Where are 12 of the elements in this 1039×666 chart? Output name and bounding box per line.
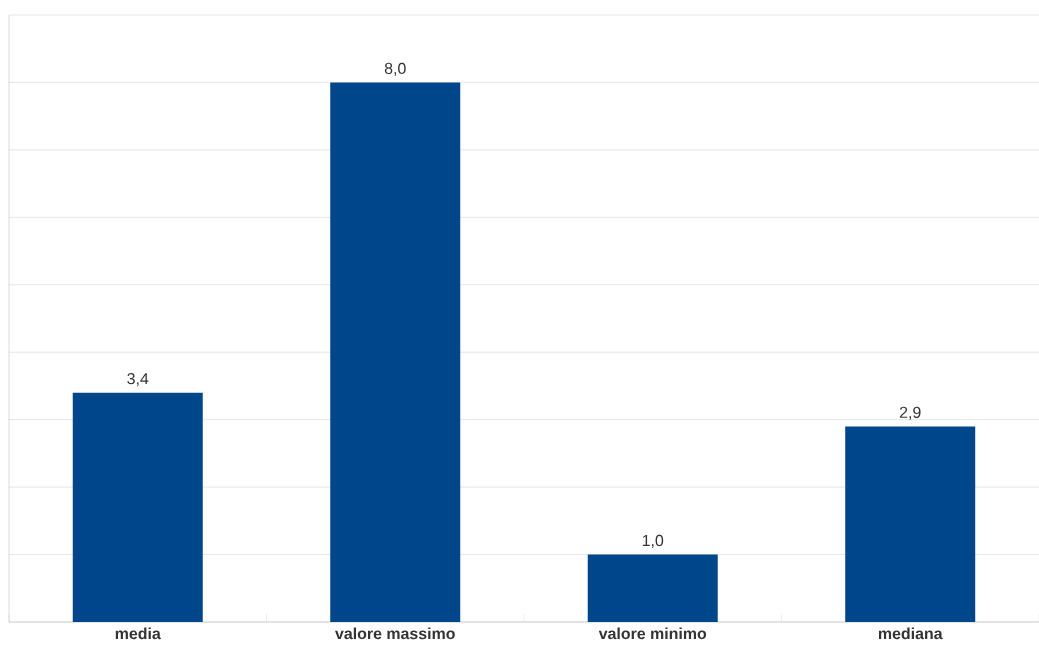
bar	[845, 426, 976, 622]
data-label: 1,0	[642, 534, 664, 549]
data-label: 3,4	[127, 372, 149, 387]
data-label: 2,9	[899, 406, 921, 420]
x-tick-label: valore minimo	[598, 627, 707, 640]
bar	[72, 392, 203, 622]
x-tick-label: mediana	[878, 627, 943, 640]
x-tick-label: valore massimo	[335, 627, 455, 640]
bar	[587, 554, 718, 622]
data-label: 8,0	[384, 62, 406, 76]
bar	[330, 82, 461, 622]
x-tick-label: media	[115, 627, 161, 640]
